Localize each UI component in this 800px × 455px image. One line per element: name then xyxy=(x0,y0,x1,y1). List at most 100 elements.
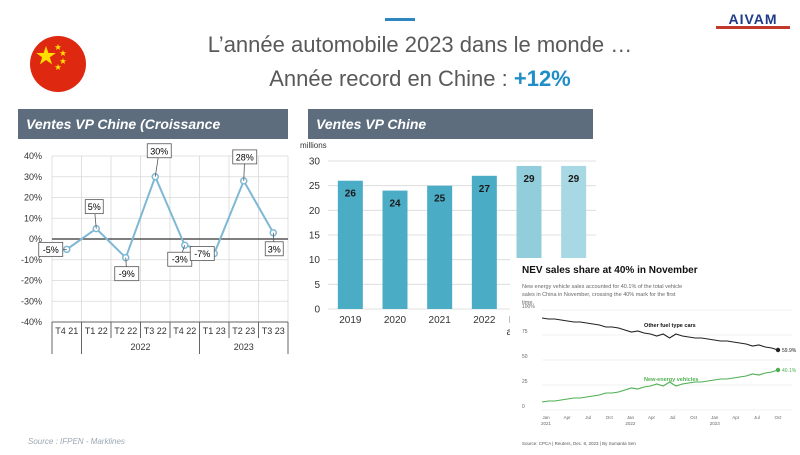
bar xyxy=(427,185,453,309)
aivam-logo: AIVAM xyxy=(728,11,778,27)
y-tick-label: -40% xyxy=(21,317,42,327)
x-tick-label: Jul xyxy=(754,415,760,420)
x-tick-label: Jan xyxy=(627,415,635,420)
x-tick-label: T3 23 xyxy=(262,326,285,336)
data-label: -9% xyxy=(119,269,135,279)
nev-chart-subtitle: time. xyxy=(522,300,534,306)
other-fuel-series-line xyxy=(541,317,779,351)
y-tick-label: 20 xyxy=(309,206,321,217)
x-tick-label: 2019 xyxy=(339,315,362,326)
x-tick-label: T4 21 xyxy=(55,326,78,336)
x-group-label: 2023 xyxy=(234,342,254,352)
x-tick-label: Jan xyxy=(542,415,550,420)
y-tick-label: 50 xyxy=(522,354,528,360)
nev-chart-source: Source: CPCA | Reuters, Dec. 8, 2023 | B… xyxy=(522,441,636,446)
y-tick-label: 30 xyxy=(309,157,321,168)
x-tick-label: T1 23 xyxy=(203,326,226,336)
x-tick-label: Oct xyxy=(690,415,698,420)
page-title-line1: L’année automobile 2023 dans le monde … xyxy=(207,32,633,57)
x-tick-year: 2022 xyxy=(625,421,636,426)
data-label: 3% xyxy=(268,244,281,254)
y-tick-label: 30% xyxy=(24,172,42,182)
series-end-label: 40.1% xyxy=(782,368,797,374)
x-tick-label: Oct xyxy=(606,415,614,420)
x-tick-label: T2 23 xyxy=(232,326,255,336)
title-prefix: Année record en Chine : xyxy=(269,66,514,91)
x-tick-label: T4 22 xyxy=(173,326,196,336)
series-end-point xyxy=(775,347,781,353)
title-accent-rule xyxy=(385,18,415,21)
y-tick-label: 75 xyxy=(522,329,528,335)
y-tick-label: 0% xyxy=(29,234,42,244)
data-label: -3% xyxy=(172,255,188,265)
data-label: -5% xyxy=(43,245,59,255)
y-tick-label: 20% xyxy=(24,193,42,203)
x-tick-label: T1 22 xyxy=(85,326,108,336)
x-tick-label: Apr xyxy=(564,415,572,420)
data-label: 5% xyxy=(88,202,101,212)
data-label: 30% xyxy=(150,146,168,156)
y-tick-label: -30% xyxy=(21,296,42,306)
x-tick-label: T2 22 xyxy=(114,326,137,336)
x-tick-label: Jan xyxy=(711,415,719,420)
series-end-point xyxy=(775,367,781,373)
bar xyxy=(382,190,408,309)
nev-share-chart: NEV sales share at 40% in November New en… xyxy=(522,265,797,446)
y-tick-label: 15 xyxy=(309,231,321,242)
x-tick-year: 2021 xyxy=(541,421,552,426)
y-tick-label: 100% xyxy=(522,304,535,310)
bar-data-label: 25 xyxy=(434,194,446,205)
bar xyxy=(337,180,363,309)
bar-data-label: 26 xyxy=(345,189,357,200)
y-tick-label: -20% xyxy=(21,276,42,286)
data-label: 28% xyxy=(236,152,254,162)
y-tick-label: 0 xyxy=(522,404,525,410)
growth-series-line xyxy=(66,174,275,260)
y-tick-label: -10% xyxy=(21,255,42,265)
series-name-label: New-energy vehicles xyxy=(644,377,698,383)
bar-data-label: 27 xyxy=(479,184,491,195)
x-tick-label: 2021 xyxy=(429,315,452,326)
y-tick-label: 25 xyxy=(309,181,321,192)
x-tick-label: Oct xyxy=(774,415,782,420)
y-tick-label: 10 xyxy=(309,255,321,266)
x-tick-label: 2020 xyxy=(384,315,407,326)
nev-series-line xyxy=(541,369,779,403)
callout-box xyxy=(146,143,172,159)
series-name-label: Other fuel type cars xyxy=(644,323,696,329)
x-tick-label: Jul xyxy=(670,415,676,420)
nev-share-panel: NEV sales share at 40% in November New en… xyxy=(510,258,800,450)
data-label: -7% xyxy=(194,249,210,259)
yearly-chart-header: Ventes VP Chine xyxy=(308,109,593,139)
bar-data-label: 24 xyxy=(389,199,401,210)
x-tick-label: Apr xyxy=(648,415,656,420)
callout-box xyxy=(38,241,64,257)
series-end-label: 59.9% xyxy=(782,348,797,354)
y-axis-unit: millions xyxy=(300,141,327,150)
title-highlight: +12% xyxy=(513,66,571,91)
bar xyxy=(471,175,497,309)
x-tick-label: Apr xyxy=(732,415,740,420)
x-tick-label: T3 22 xyxy=(144,326,167,336)
x-tick-label: 2022 xyxy=(473,315,496,326)
nev-chart-title: NEV sales share at 40% in November xyxy=(522,265,698,276)
quarterly-growth-chart: 40% 30% 20% 10% 0% -10% -20% -30% -40% T4 21 T1 22… xyxy=(21,143,289,354)
y-tick-label: 0 xyxy=(314,305,320,316)
callout-box xyxy=(189,246,215,261)
source-note: Source : IFPEN - Marklines xyxy=(28,437,125,446)
callout-box xyxy=(264,241,284,257)
x-tick-label: Jul xyxy=(585,415,591,420)
nev-chart-subtitle: New energy vehicle sales accounted for 4… xyxy=(522,284,682,290)
y-tick-label: 40% xyxy=(24,151,42,161)
nev-chart-subtitle: sales in China in November, crossing the… xyxy=(522,292,676,298)
x-group-label: 2022 xyxy=(130,342,150,352)
callout-box xyxy=(232,149,258,165)
china-flag-icon xyxy=(30,36,86,92)
bar-data-label: 29 xyxy=(523,174,535,185)
bar-data-label: 29 xyxy=(568,174,580,185)
logo-stripe xyxy=(716,26,790,29)
quarterly-chart-header: Ventes VP Chine (Croissance Trimestriell… xyxy=(18,109,288,162)
callout-box xyxy=(84,199,104,215)
callout-box xyxy=(114,266,140,282)
page-title-line2: Année record en Chine : +12% xyxy=(120,66,720,92)
